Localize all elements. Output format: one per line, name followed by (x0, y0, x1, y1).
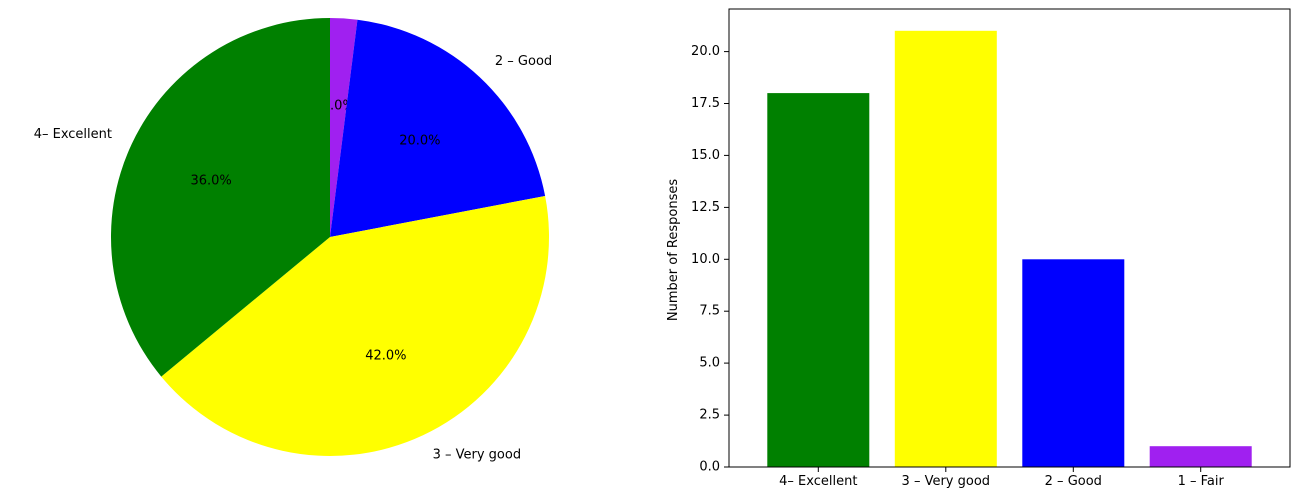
bar-4-excellent (767, 93, 870, 467)
y-tick-label: 0.0 (699, 460, 720, 475)
pie-slice-2-good (330, 19, 546, 238)
x-tick-label-3-very-good: 3 – Very good (902, 474, 991, 489)
pie-pct-label-3-very-good: 42.0% (365, 348, 406, 363)
y-tick-label: 5.0 (699, 356, 720, 371)
pie-label-1-fair: 1 – Fair (345, 0, 392, 4)
y-tick-label: 15.0 (691, 148, 720, 163)
pie-slice-1-fair (330, 18, 358, 237)
pie-label-3-very-good: 3 – Very good (433, 448, 521, 463)
y-tick-label: 20.0 (691, 44, 720, 59)
pie-label-4-excellent: 4– Excellent (34, 127, 112, 142)
y-tick-label: 7.5 (699, 304, 720, 319)
pie-slice-3-very-good (161, 195, 549, 457)
x-tick-label-2-good: 2 – Good (1045, 474, 1102, 489)
y-tick-label: 12.5 (691, 200, 720, 215)
x-tick-label-4-excellent: 4– Excellent (779, 474, 857, 489)
bar-2-good (1022, 259, 1125, 467)
pie-label-2-good: 2 – Good (495, 54, 552, 69)
y-tick-label: 17.5 (691, 96, 720, 111)
y-axis-label: Number of Responses (666, 179, 681, 321)
y-tick-label: 2.5 (699, 408, 720, 423)
y-tick-label: 10.0 (691, 252, 720, 267)
bar-1-fair (1149, 446, 1252, 467)
plot-frame (728, 8, 1291, 468)
bar-chart: Number of Responses 4– Excellent 3 – Very… (666, 8, 1291, 489)
bar-3-very-good (894, 30, 997, 468)
x-tick-label-1-fair: 1 – Fair (1178, 474, 1225, 489)
pie-pct-label-2-good: 20.0% (399, 134, 440, 149)
pie-slice-4-excellent (110, 18, 330, 377)
pie-pct-label-4-excellent: 36.0% (190, 174, 231, 189)
